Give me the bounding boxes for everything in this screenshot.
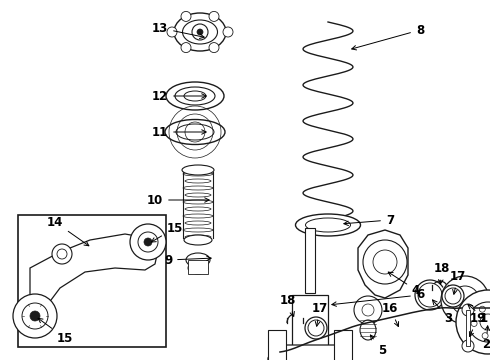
Ellipse shape (184, 91, 206, 101)
Circle shape (462, 304, 474, 316)
Bar (292, 295, 328, 355)
Bar (18, 215, 166, 347)
Bar (466, 310, 470, 346)
Bar (305, 228, 315, 293)
Circle shape (462, 340, 474, 352)
Text: 11: 11 (152, 126, 206, 139)
Circle shape (209, 42, 219, 53)
Circle shape (167, 27, 177, 37)
Ellipse shape (175, 87, 215, 105)
Ellipse shape (185, 221, 211, 225)
Ellipse shape (185, 207, 211, 211)
Text: 17: 17 (450, 270, 466, 294)
Circle shape (468, 302, 490, 342)
Circle shape (30, 311, 40, 321)
Ellipse shape (165, 120, 225, 144)
Circle shape (197, 29, 203, 35)
Circle shape (456, 290, 490, 354)
Circle shape (354, 296, 382, 324)
Circle shape (223, 27, 233, 37)
Polygon shape (30, 234, 158, 322)
Ellipse shape (184, 235, 212, 245)
Ellipse shape (183, 200, 213, 204)
Ellipse shape (185, 193, 211, 197)
Text: 12: 12 (152, 90, 206, 103)
Circle shape (482, 333, 488, 339)
Circle shape (138, 232, 158, 252)
Ellipse shape (188, 262, 208, 274)
Ellipse shape (185, 235, 211, 239)
Circle shape (418, 283, 442, 307)
Circle shape (479, 306, 485, 312)
Text: 18: 18 (434, 261, 450, 284)
Text: 4: 4 (388, 272, 420, 297)
Text: 3: 3 (433, 300, 452, 324)
Circle shape (144, 238, 152, 246)
Circle shape (363, 240, 407, 284)
Ellipse shape (186, 253, 210, 267)
Circle shape (192, 24, 208, 40)
Text: 14: 14 (47, 216, 89, 246)
Ellipse shape (442, 285, 464, 307)
Text: 13: 13 (152, 22, 204, 39)
Bar (188, 260, 208, 274)
Polygon shape (358, 230, 408, 298)
Text: 10: 10 (147, 194, 209, 207)
Circle shape (22, 303, 48, 329)
Circle shape (13, 294, 57, 338)
Text: 1: 1 (468, 305, 488, 324)
Text: 5: 5 (370, 335, 386, 356)
Circle shape (480, 314, 490, 330)
Circle shape (52, 244, 72, 264)
Ellipse shape (185, 179, 211, 183)
Text: 8: 8 (352, 23, 424, 50)
Bar (334, 330, 352, 360)
Ellipse shape (183, 214, 213, 218)
Text: 19: 19 (469, 311, 486, 337)
Ellipse shape (360, 320, 376, 340)
Ellipse shape (176, 124, 214, 140)
Circle shape (209, 12, 219, 21)
Ellipse shape (295, 214, 361, 236)
Ellipse shape (166, 82, 224, 110)
Circle shape (130, 224, 166, 260)
Circle shape (445, 288, 461, 304)
Circle shape (181, 42, 191, 53)
Text: 16: 16 (382, 302, 398, 327)
Circle shape (308, 320, 324, 336)
Text: 9: 9 (164, 253, 211, 266)
Ellipse shape (182, 165, 214, 175)
Text: 17: 17 (312, 302, 328, 326)
Ellipse shape (182, 20, 218, 44)
Ellipse shape (183, 186, 213, 190)
Ellipse shape (305, 317, 327, 339)
Circle shape (441, 276, 489, 324)
Text: 15: 15 (151, 221, 183, 242)
Text: 6: 6 (332, 288, 424, 306)
Text: 7: 7 (344, 213, 394, 226)
Ellipse shape (183, 228, 213, 232)
Circle shape (373, 250, 397, 274)
Circle shape (362, 304, 374, 316)
Text: 2: 2 (482, 326, 490, 351)
Circle shape (181, 12, 191, 21)
Ellipse shape (183, 172, 213, 176)
Text: 18: 18 (280, 293, 296, 316)
Text: 15: 15 (38, 318, 73, 345)
Bar (268, 330, 286, 360)
Circle shape (451, 286, 479, 314)
Ellipse shape (174, 13, 226, 51)
Polygon shape (268, 345, 352, 360)
Ellipse shape (305, 218, 350, 232)
Circle shape (57, 249, 67, 259)
Circle shape (471, 320, 477, 327)
